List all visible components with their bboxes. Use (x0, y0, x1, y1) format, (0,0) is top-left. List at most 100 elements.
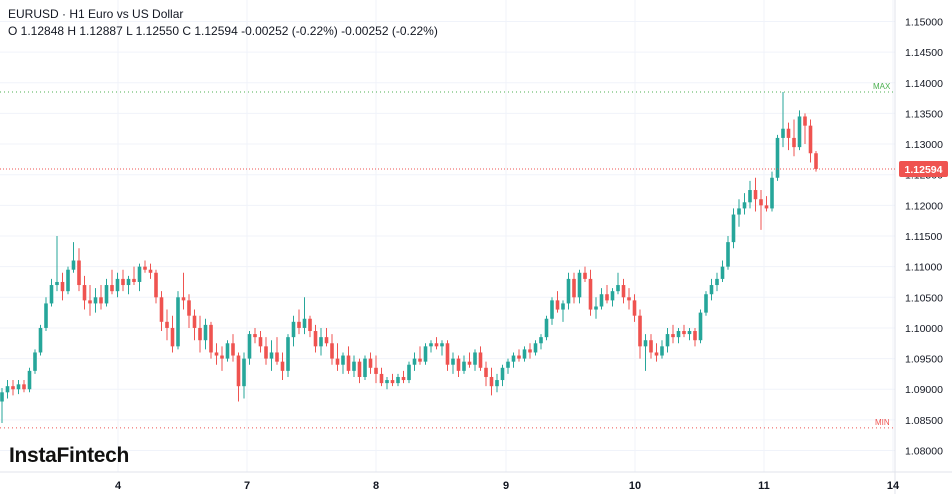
candle-body (583, 272, 587, 279)
candle-body (555, 300, 560, 310)
y-tick-label: 1.13000 (905, 139, 943, 151)
max-label: MAX (873, 82, 891, 91)
candle-body (5, 386, 10, 393)
candle-body (753, 190, 758, 200)
candle-body (192, 315, 197, 328)
y-tick-label: 1.09000 (905, 384, 943, 396)
candle-body (352, 361, 356, 371)
min-label: MIN (875, 418, 890, 427)
x-tick-label: 10 (629, 480, 641, 492)
candle-body (214, 352, 219, 356)
candle-body (440, 343, 444, 347)
candle-body (253, 334, 257, 338)
candle-body (390, 380, 395, 384)
candle-body (110, 285, 114, 292)
chart-legend: EURUSD · H1 Euro vs US Dollar O 1.12848 … (8, 6, 438, 40)
candle-body (242, 358, 246, 387)
candle-body (379, 373, 384, 384)
candle-body (572, 278, 576, 298)
candle-body (511, 355, 516, 362)
y-tick-label: 1.15000 (905, 16, 943, 28)
candle-body (264, 346, 268, 359)
candle-body (781, 128, 785, 138)
x-tick-label: 4 (115, 480, 122, 492)
x-tick-label: 14 (887, 480, 900, 492)
candle-body (77, 260, 81, 286)
candle-body (308, 318, 312, 332)
candle-body (148, 269, 153, 273)
candle-body (599, 294, 604, 307)
candle-body (55, 281, 59, 286)
candle-body (280, 361, 285, 371)
candle-body (814, 153, 818, 169)
candle-body (374, 367, 378, 374)
candle-body (44, 303, 48, 328)
candle-body (775, 137, 780, 178)
candle-body (209, 324, 213, 353)
candle-body (687, 331, 692, 335)
candle-body (539, 337, 543, 344)
candle-body (715, 278, 719, 286)
candle-body (665, 334, 670, 347)
candle-body (709, 285, 714, 295)
candle-body (66, 269, 70, 292)
candle-body (792, 137, 796, 148)
candle-body (698, 312, 703, 341)
brand-logo: InstaFintech (9, 444, 130, 467)
candle-body (60, 281, 65, 292)
candle-body (126, 278, 131, 286)
candle-body (473, 352, 477, 365)
candle-body (258, 337, 263, 347)
candle-body (176, 297, 180, 347)
candle-body (275, 352, 279, 362)
candle-body (517, 355, 521, 359)
y-tick-label: 1.14500 (905, 47, 943, 59)
candle-body (649, 340, 653, 353)
candle-body (132, 278, 136, 282)
candle-body (412, 358, 417, 365)
candle-body (104, 285, 109, 304)
candle-body (27, 370, 32, 390)
candle-body (187, 300, 191, 316)
candle-body (407, 364, 411, 381)
candle-body (225, 343, 230, 359)
candle-body (478, 352, 483, 368)
candle-body (121, 278, 125, 286)
candle-body (0, 392, 4, 402)
candle-body (638, 315, 642, 347)
candle-body (330, 343, 334, 359)
candle-body (247, 334, 252, 359)
candle-body (71, 260, 76, 270)
candle-body (16, 384, 21, 390)
candle-body (115, 278, 120, 292)
candle-body (533, 343, 538, 353)
y-tick-label: 1.10500 (905, 292, 943, 304)
candle-body (231, 343, 235, 356)
y-tick-label: 1.08500 (905, 415, 943, 427)
candle-body (456, 358, 461, 371)
candle-body (297, 321, 301, 328)
candle-body (671, 334, 675, 338)
y-tick-label: 1.13500 (905, 108, 943, 120)
candle-body (363, 358, 367, 377)
candle-body (143, 266, 147, 270)
candle-body (462, 361, 466, 371)
candle-body (220, 355, 224, 359)
candle-body (588, 278, 593, 310)
candle-body (770, 177, 774, 209)
candle-body (313, 331, 318, 347)
candle-body (632, 300, 637, 316)
candle-body (385, 380, 389, 384)
candle-body (154, 272, 158, 298)
candle-body (467, 361, 472, 365)
candle-body (302, 318, 307, 328)
candle-body (93, 297, 98, 304)
candle-body (726, 242, 730, 267)
candle-body (269, 352, 274, 359)
candle-body (643, 340, 648, 347)
y-tick-label: 1.11500 (905, 231, 942, 243)
candle-body (654, 352, 659, 356)
candle-body (198, 327, 202, 341)
